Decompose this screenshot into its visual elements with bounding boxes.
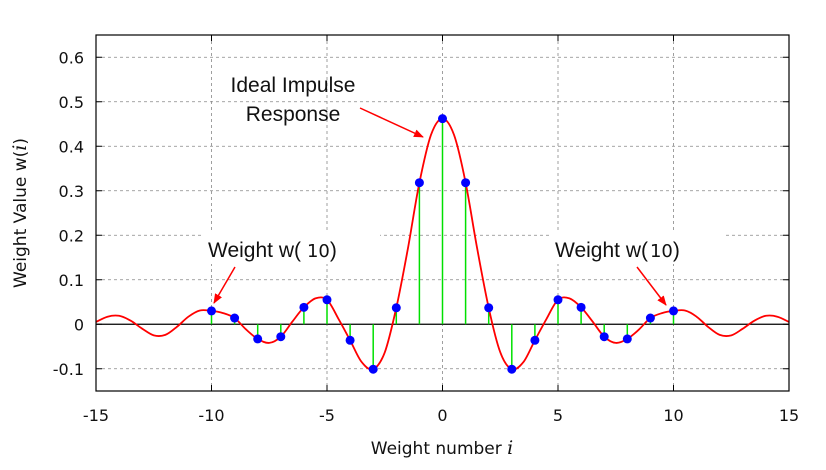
y-axis-ticks: -0.1 0 0.1 0.2 0.3 0.4 0.5 0.6 — [53, 48, 789, 379]
weight-point — [461, 178, 471, 188]
weight-point — [553, 295, 563, 305]
weight-points — [207, 114, 678, 374]
svg-text:Weight w(10): Weight w(10) — [208, 239, 337, 262]
weight-point — [414, 178, 424, 188]
weight-point — [345, 335, 355, 345]
annotation-ideal-impulse: Ideal Impulse Response — [231, 74, 424, 138]
weight-point — [599, 332, 609, 342]
annotation-weight-right: Weight w(10) — [551, 232, 725, 306]
weight-point — [230, 313, 240, 323]
weight-point — [299, 302, 309, 312]
y-axis-label: Weight Value w(i) — [9, 138, 31, 288]
annotation-ideal-impulse-line2: Response — [246, 103, 341, 126]
x-tick-label: 10 — [663, 406, 683, 425]
weight-point — [622, 334, 632, 344]
weight-point — [438, 114, 447, 124]
weight-point — [576, 302, 586, 312]
y-tick-label: 0.6 — [59, 48, 84, 67]
annotation-arrow-ideal — [359, 107, 424, 138]
y-tick-label: 0 — [74, 315, 84, 334]
annotation-arrow-right — [636, 266, 667, 306]
annotation-weight-left: Weight w(10) — [204, 232, 380, 304]
weight-point — [368, 364, 378, 374]
x-axis-ticks: -15 -10 -5 0 5 10 15 — [83, 35, 799, 425]
weight-point — [484, 303, 494, 313]
weight-point — [253, 334, 263, 344]
x-axis-label: Weight number i — [371, 437, 513, 459]
y-tick-label: -0.1 — [53, 360, 84, 379]
x-tick-label: -5 — [319, 406, 335, 425]
y-tick-label: 0.3 — [59, 182, 84, 201]
y-tick-label: 0.5 — [59, 93, 84, 112]
x-tick-label: -15 — [83, 406, 109, 425]
weight-point — [391, 303, 401, 313]
x-tick-label: 5 — [553, 406, 563, 425]
weight-point — [322, 295, 332, 305]
svg-text:Weight w(10): Weight w(10) — [555, 239, 680, 262]
weight-point — [645, 313, 655, 323]
annotation-arrow-left — [213, 266, 236, 304]
annotation-ideal-impulse-line1: Ideal Impulse — [231, 74, 356, 97]
y-tick-label: 0.4 — [59, 137, 84, 156]
x-tick-label: 15 — [779, 406, 799, 425]
weight-point — [276, 332, 286, 342]
x-axis-label-var: i — [507, 437, 513, 459]
weight-point — [530, 335, 540, 345]
weight-point — [507, 364, 517, 374]
x-tick-label: 0 — [437, 406, 447, 425]
weight-point — [669, 306, 678, 316]
y-tick-label: 0.1 — [59, 271, 84, 290]
y-tick-label: 0.2 — [59, 226, 84, 245]
x-tick-label: -10 — [198, 406, 224, 425]
weight-point — [207, 306, 216, 316]
